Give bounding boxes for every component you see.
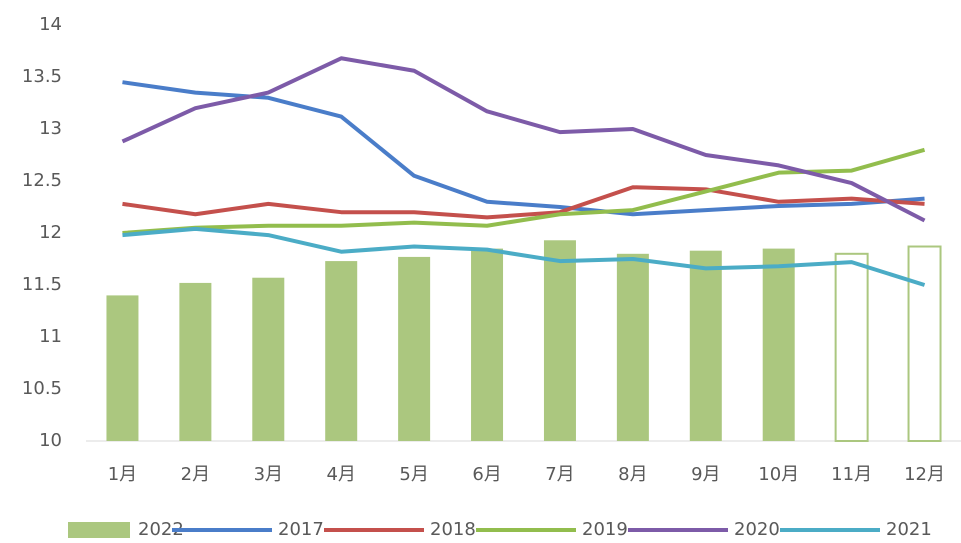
legend-label: 2022: [138, 519, 184, 540]
y-tick-label: 11: [39, 326, 62, 347]
x-tick-label: 3月: [254, 464, 283, 485]
bar: [689, 250, 722, 441]
y-tick-label: 12: [39, 222, 62, 243]
x-tick-label: 7月: [545, 464, 574, 485]
line: [122, 185, 925, 220]
legend-label: 2017: [278, 519, 324, 540]
y-tick-label: 13.5: [22, 66, 62, 87]
legend-label: 2018: [430, 519, 476, 540]
legend-swatch: [68, 522, 130, 538]
y-tick-label: 12.5: [22, 170, 62, 191]
legend-label: 2020: [734, 519, 780, 540]
x-tick-label: 2月: [181, 464, 210, 485]
line: [122, 226, 926, 287]
bar: [179, 282, 212, 441]
y-tick-label: 14: [39, 14, 62, 35]
y-tick-label: 11.5: [22, 274, 62, 295]
line: [121, 56, 926, 223]
legend-label: 2019: [582, 519, 628, 540]
x-tick-label: 10月: [758, 464, 799, 485]
bar: [398, 256, 431, 441]
x-tick-label: 6月: [472, 464, 501, 485]
bar: [907, 245, 942, 442]
x-tick-label: 5月: [399, 464, 428, 485]
bar: [471, 248, 504, 441]
x-tick-label: 8月: [618, 464, 647, 485]
x-tick-label: 9月: [691, 464, 720, 485]
legend-label: 2021: [886, 519, 932, 540]
bar: [325, 261, 358, 441]
bar: [106, 295, 139, 441]
line: [122, 80, 925, 217]
x-tick-label: 1月: [108, 464, 137, 485]
line: [122, 147, 926, 235]
y-tick-label: 13: [39, 118, 62, 139]
bar: [543, 240, 576, 441]
bar: [616, 253, 649, 441]
bar: [762, 248, 795, 441]
y-tick-label: 10.5: [22, 378, 62, 399]
y-tick-label: 10: [39, 430, 62, 451]
x-tick-label: 12月: [904, 464, 945, 485]
bar: [834, 252, 869, 442]
x-tick-label: 4月: [326, 464, 355, 485]
x-tick-label: 11月: [831, 464, 872, 485]
bar: [252, 277, 285, 441]
